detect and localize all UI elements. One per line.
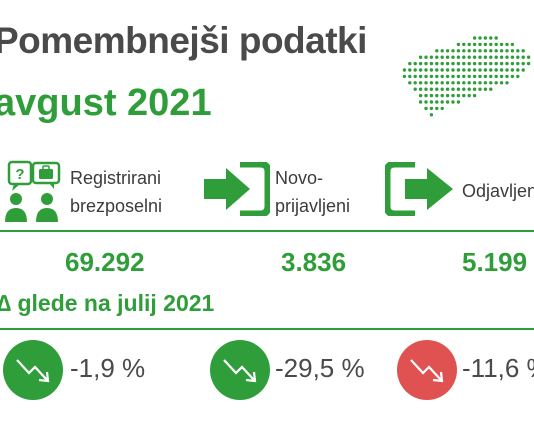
change-registered-unemployed: -1,9 %: [70, 353, 146, 383]
change-heading: ∆ glede na julij 2021: [0, 290, 215, 316]
change-deregistered: -11,6 %: [462, 353, 534, 383]
svg-text:?: ?: [15, 166, 24, 183]
trend-down-icon: [210, 340, 270, 400]
trend-down-icon: [397, 340, 457, 400]
trend-down-icon: [3, 340, 63, 400]
period-label: avgust 2021: [0, 82, 212, 124]
sign-in-arrow-icon: [204, 162, 270, 216]
value-newly-registered: 3.836: [281, 247, 347, 277]
divider-bottom: [0, 328, 534, 330]
divider-top: [0, 230, 534, 232]
sign-out-arrow-icon: [385, 162, 453, 216]
label-newly-registered: Novo- prijavljeni: [275, 168, 351, 216]
value-registered-unemployed: 69.292: [65, 247, 145, 277]
label-deregistered: Odjavljeni: [462, 181, 534, 201]
slovenia-dot-map-icon: [402, 36, 531, 117]
change-newly-registered: -29,5 %: [275, 353, 365, 383]
unemployed-people-icon: ?: [5, 160, 61, 222]
label-registered-unemployed: Registrirani brezposelni: [70, 168, 163, 216]
page-title: Pomembnejši podatki: [0, 20, 367, 61]
value-deregistered: 5.199: [462, 247, 528, 277]
